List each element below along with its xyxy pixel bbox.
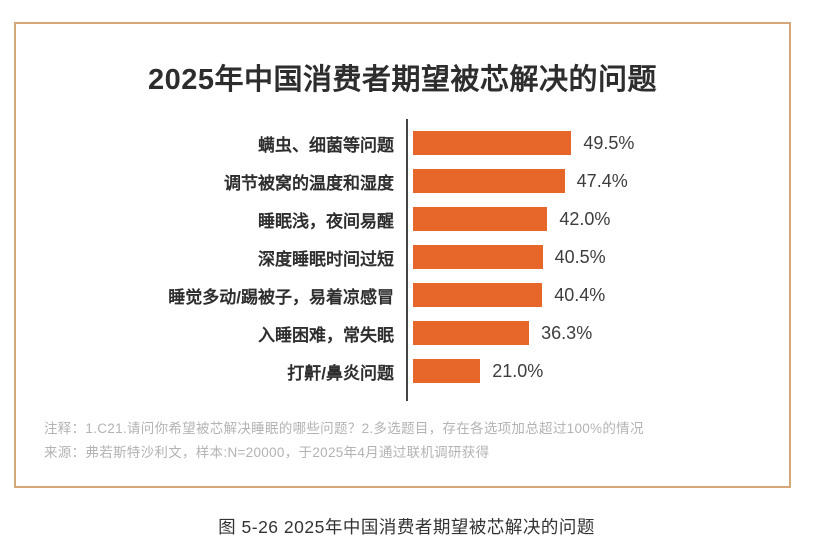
category-label: 睡眠浅，夜间易醒 — [258, 211, 394, 231]
bar — [413, 245, 543, 269]
chart-row: 深度睡眠时间过短 40.5% — [144, 238, 789, 276]
bar — [413, 359, 481, 383]
bar-value-label: 40.5% — [554, 246, 606, 267]
bar-value-label: 42.0% — [559, 208, 611, 229]
chart-row: 入睡困难，常失眠 36.3% — [144, 314, 789, 352]
chart-row: 螨虫、细菌等问题 49.5% — [144, 124, 789, 162]
bar-value-label: 40.4% — [554, 284, 606, 305]
figure-caption: 图 5-26 2025年中国消费者期望被芯解决的问题 — [218, 517, 595, 537]
footnotes: 注释：1.C21.请问你希望被芯解决睡眠的哪些问题？2.多选题目，存在各选项加总… — [44, 417, 644, 466]
bar-value-label: 49.5% — [583, 132, 635, 153]
bar-track: 40.5% — [413, 245, 733, 269]
bar — [413, 131, 572, 155]
chart-row: 睡觉多动/踢被子，易着凉感冒 40.4% — [144, 276, 789, 314]
category-label: 打鼾/鼻炎问题 — [287, 363, 394, 383]
bar-value-label: 36.3% — [541, 322, 593, 343]
chart-card: 2025年中国消费者期望被芯解决的问题 螨虫、细菌等问题 49.5% 调节被窝的温度… — [14, 22, 791, 488]
bar-track: 47.4% — [413, 169, 733, 193]
bar-track: 42.0% — [413, 207, 733, 231]
bar-value-label: 47.4% — [576, 170, 628, 191]
bar-value-label: 21.0% — [492, 360, 544, 381]
bar-track: 49.5% — [413, 131, 733, 155]
y-axis-line — [406, 119, 408, 401]
category-label: 螨虫、细菌等问题 — [258, 135, 394, 155]
bar — [413, 169, 565, 193]
bar — [413, 321, 530, 345]
category-label: 睡觉多动/踢被子，易着凉感冒 — [168, 287, 394, 307]
bar — [413, 283, 543, 307]
footnote-line-2: 来源：弗若斯特沙利文，样本:N=20000，于2025年4月通过联机调研获得 — [44, 445, 490, 461]
bar-track: 36.3% — [413, 321, 733, 345]
chart-row: 调节被窝的温度和湿度 47.4% — [144, 162, 789, 200]
footnote-line-1: 注释：1.C21.请问你希望被芯解决睡眠的哪些问题？2.多选题目，存在各选项加总… — [44, 421, 644, 436]
bar-chart: 螨虫、细菌等问题 49.5% 调节被窝的温度和湿度 47.4% 睡眠浅，夜间易醒 42.0… — [144, 119, 789, 401]
category-label: 入睡困难，常失眠 — [258, 325, 394, 345]
bar-track: 40.4% — [413, 283, 733, 307]
category-label: 调节被窝的温度和湿度 — [224, 173, 394, 193]
chart-row: 打鼾/鼻炎问题 21.0% — [144, 352, 789, 390]
chart-row: 睡眠浅，夜间易醒 42.0% — [144, 200, 789, 238]
chart-title: 2025年中国消费者期望被芯解决的问题 — [147, 64, 657, 96]
bar — [413, 207, 548, 231]
bar-track: 21.0% — [413, 359, 733, 383]
category-label: 深度睡眠时间过短 — [258, 249, 394, 269]
